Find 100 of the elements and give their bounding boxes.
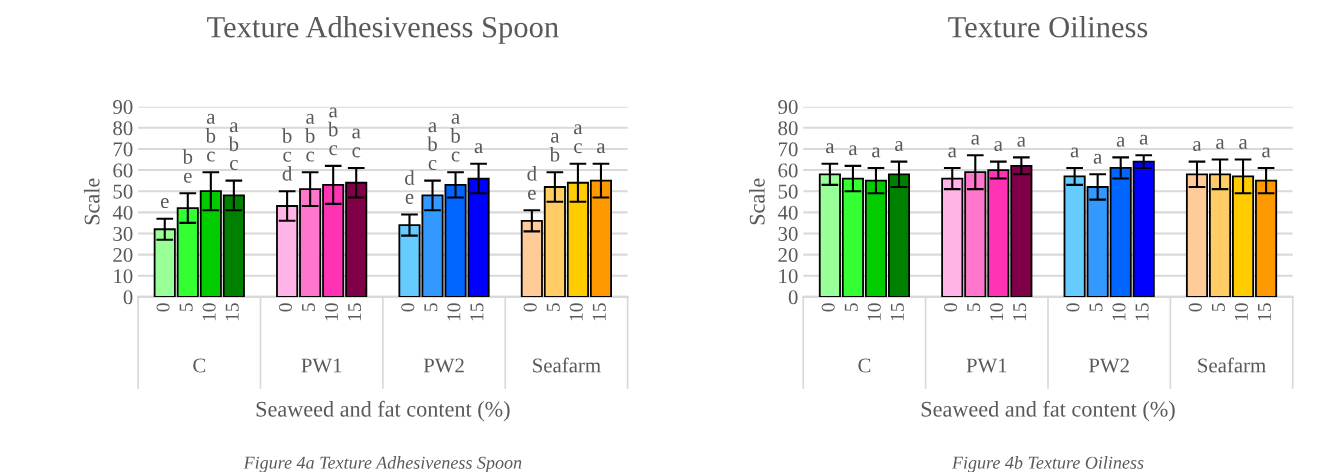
data-label: a b c: [205, 113, 216, 162]
text: 15: [1135, 303, 1149, 321]
data-label: a: [948, 147, 957, 158]
x-tick-label: C: [858, 358, 871, 373]
caption: Figure 4b Texture Oiliness: [951, 456, 1144, 472]
text: 5: [967, 303, 981, 312]
y-tick-label: 40: [112, 205, 133, 220]
text: 10: [1234, 303, 1248, 321]
x-tick-label: PW1: [966, 358, 1007, 373]
text: 5: [844, 303, 858, 312]
y-axis-title: Scale: [83, 178, 100, 225]
text: 0: [1188, 303, 1202, 312]
text: 10: [1112, 303, 1126, 321]
text: 10: [447, 303, 461, 321]
data-label: d e: [405, 170, 415, 204]
text: 15: [592, 303, 606, 321]
y-tick-label: 20: [778, 247, 798, 263]
text: 0: [523, 303, 537, 312]
y-tick-label: 30: [113, 226, 133, 241]
text: 5: [179, 303, 193, 312]
data-label: a: [826, 143, 835, 154]
data-label: a: [872, 147, 881, 158]
data-label: a: [1116, 136, 1126, 147]
data-label: a: [895, 141, 904, 152]
x-axis-title: Seaweed and fat content (%): [921, 400, 1175, 422]
data-label: a: [1216, 138, 1225, 149]
text: 0: [401, 303, 415, 312]
data-label: a: [849, 145, 858, 156]
text: 10: [569, 303, 583, 321]
y-tick-label: 30: [778, 226, 798, 241]
text: 0: [944, 303, 958, 312]
data-label: e: [160, 198, 169, 209]
text: 10: [867, 303, 881, 321]
caption: Figure 4a Texture Adhesiveness Spoon: [243, 456, 522, 472]
y-tick-label: 50: [113, 184, 133, 199]
data-label: a: [597, 143, 606, 154]
data-label: a: [994, 141, 1003, 152]
chart-title: Texture Oiliness: [948, 16, 1148, 38]
y-tick-label: 90: [113, 100, 133, 115]
y-tick-label: 70: [113, 142, 133, 157]
y-tick-label: 40: [777, 205, 798, 220]
text: 10: [324, 303, 339, 321]
text: 0: [1066, 303, 1080, 312]
data-label: b e: [182, 149, 193, 183]
data-label: d e: [527, 166, 537, 200]
text: 0: [156, 303, 170, 312]
text: 15: [890, 303, 904, 321]
text: 5: [424, 303, 438, 312]
x-axis-title: Seaweed and fat content (%): [256, 400, 510, 422]
data-label: a b c: [327, 107, 338, 156]
x-tick-label: PW2: [423, 358, 464, 373]
x-tick-label: C: [193, 358, 206, 373]
data-label: a b c: [450, 113, 460, 162]
y-tick-label: 60: [113, 163, 133, 178]
text: 15: [225, 303, 239, 321]
y-tick-label: 50: [778, 184, 798, 199]
x-tick-label: PW2: [1088, 358, 1129, 373]
text: 15: [470, 303, 484, 321]
data-label: a: [1193, 141, 1202, 152]
y-tick-label: 90: [778, 100, 798, 115]
y-axis-title: Scale: [749, 178, 765, 225]
x-tick-label: PW1: [301, 358, 342, 373]
text: 5: [1211, 303, 1225, 312]
y-tick-label: 80: [113, 121, 133, 136]
text: 15: [1257, 303, 1271, 321]
y-tick-label: 10: [114, 269, 133, 284]
text: 0: [278, 303, 292, 312]
data-label: a: [1070, 147, 1079, 158]
y-tick-label: 80: [778, 121, 798, 136]
y-tick-label: 20: [113, 247, 133, 263]
data-label: a b c: [228, 122, 239, 171]
y-tick-label: 60: [778, 163, 798, 178]
data-label: a: [1139, 134, 1149, 145]
data-label: a b c: [304, 113, 315, 162]
text: 15: [1013, 303, 1027, 321]
y-tick-label: 0: [123, 290, 133, 305]
data-label: a c: [352, 128, 361, 158]
x-tick-label: Seafarm: [1198, 357, 1266, 373]
text: 10: [202, 303, 216, 321]
text: 5: [302, 303, 316, 312]
text: 5: [1089, 303, 1103, 312]
data-label: a: [1017, 136, 1026, 147]
y-tick-label: 0: [788, 290, 798, 305]
data-label: a c: [574, 124, 583, 154]
text: 15: [348, 303, 362, 321]
data-label: b c d: [281, 128, 293, 181]
data-label: a b: [549, 132, 560, 162]
text: 10: [990, 303, 1004, 321]
data-label: a b c: [427, 122, 437, 171]
data-label: a: [1093, 153, 1102, 164]
data-label: a: [1239, 138, 1248, 149]
data-label: a: [1262, 147, 1271, 158]
text: 5: [546, 303, 560, 312]
y-tick-label: 70: [778, 142, 798, 157]
y-tick-label: 10: [779, 269, 798, 284]
data-label: a: [971, 134, 980, 145]
data-label: a: [474, 143, 483, 154]
x-tick-label: Seafarm: [533, 357, 601, 373]
chart-title: Texture Adhesiveness Spoon: [207, 16, 559, 44]
text: 0: [821, 303, 835, 312]
